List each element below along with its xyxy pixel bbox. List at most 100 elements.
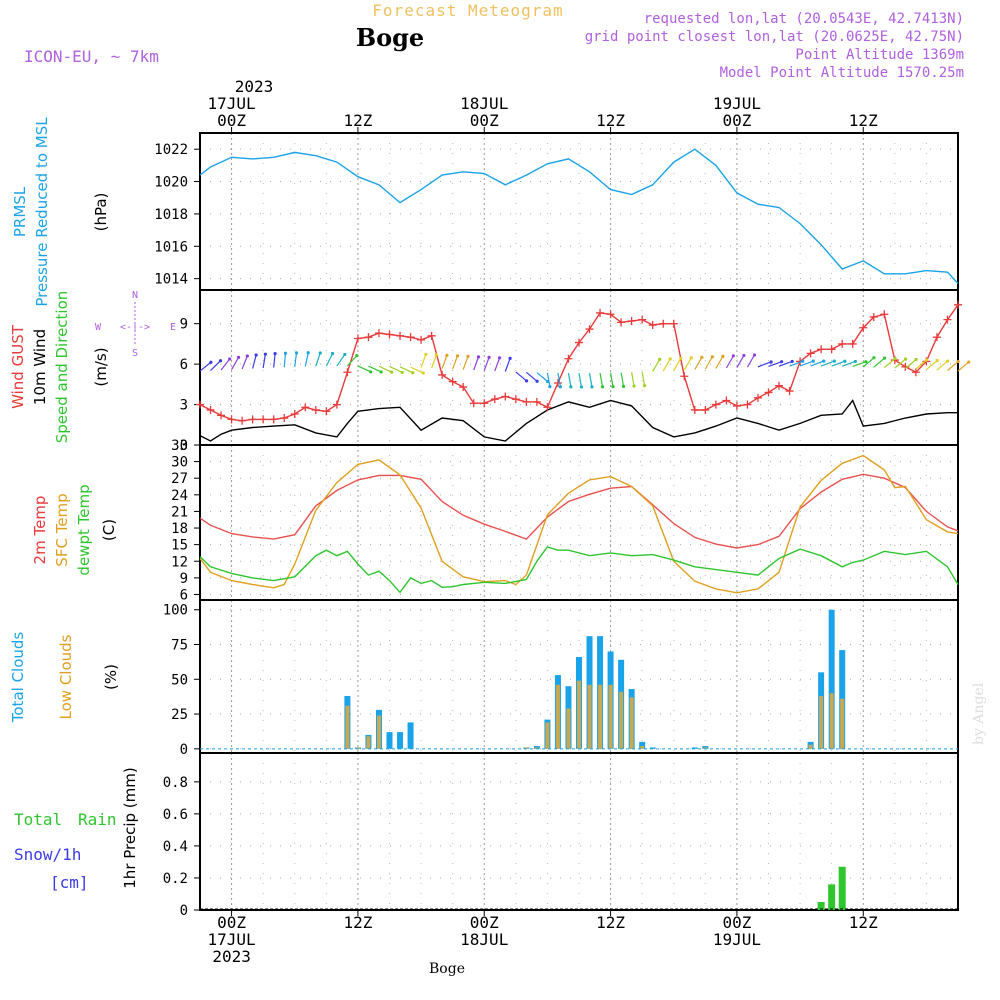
gust-point [859, 323, 868, 332]
gust-point [701, 405, 710, 414]
wind-arrow-head [497, 356, 502, 360]
wind-tick-label: 0 [180, 438, 188, 454]
grid-lines [200, 133, 958, 911]
low-cloud-bar [376, 715, 381, 749]
wind-label-gust: Wind GUST [9, 324, 27, 409]
dewpt-line [199, 546, 959, 594]
top-time-label: 00Z [722, 111, 751, 130]
gust-point [606, 310, 615, 319]
gust-point [396, 331, 405, 340]
compass-n: N [132, 290, 138, 301]
wind-arrow [947, 361, 959, 372]
gust-point [585, 325, 594, 334]
wind-arrow [578, 373, 583, 388]
low-cloud-bar [345, 705, 350, 749]
wind-arrow-head [956, 359, 960, 364]
wind-arrow [420, 354, 427, 368]
wind-arrow [336, 354, 346, 367]
gust-point [838, 339, 847, 348]
gust-point [827, 345, 836, 354]
precip-tick-label: 0.2 [163, 871, 188, 887]
chart-title: Forecast Meteogram [372, 1, 563, 20]
gust-point [711, 400, 720, 409]
bottom-time-label: 2023 [212, 947, 251, 966]
wind-tick-label: 9 [180, 317, 188, 333]
pressure-tick-label: 1014 [154, 272, 188, 288]
wind-arrow [599, 372, 604, 387]
wind-frame [199, 289, 959, 446]
wind-arrow-head [421, 371, 425, 375]
wind-arrow [283, 353, 287, 368]
wind-arrow [452, 355, 459, 370]
model-altitude: Model Point Altitude 1570.25m [720, 65, 964, 81]
wind-arrow-head [273, 352, 277, 356]
wind-arrow-head [742, 353, 746, 358]
wind-arrow-head [228, 357, 232, 361]
compass-s: S [132, 348, 138, 359]
precip-label-snow: Snow/1h [14, 845, 81, 864]
wind-arrow [315, 352, 321, 367]
wind-arrow-head [801, 359, 805, 363]
wind-arrow [936, 360, 949, 371]
wind-arrow-head [294, 351, 299, 355]
pressure-unit: (hPa) [92, 193, 110, 232]
wind-arrow [546, 372, 551, 387]
wind-arrow [673, 358, 682, 371]
wind-arrow [915, 359, 927, 370]
wind-arrow [641, 371, 646, 386]
wind-arrow [683, 357, 692, 371]
gust-point [532, 397, 541, 406]
wind-label-dir: Speed and Direction [53, 291, 71, 444]
gust-point [764, 388, 773, 397]
wind-arrow [620, 372, 625, 387]
low-cloud-bar [840, 698, 845, 749]
requested-coords: requested lon,lat (20.0543E, 42.7413N) [644, 11, 964, 27]
wind-arrow-head [455, 354, 460, 358]
wind-side-labels: Wind GUST 10m Wind Speed and Direction (… [9, 290, 176, 443]
gust-point [364, 333, 373, 342]
wind-arrow-head [306, 351, 310, 355]
rain-bar [828, 884, 836, 910]
temp-tick-label: 21 [171, 504, 188, 520]
wind-arrow-head [369, 370, 373, 374]
temp-side-labels: 2m Temp SFC Temp dewpt Temp (C) [31, 484, 118, 575]
top-time-label: 18JUL [460, 94, 508, 113]
gust-point [575, 338, 583, 347]
wind-arrow-head [642, 384, 647, 388]
wind-arrow [368, 365, 382, 373]
wind-arrow [473, 356, 480, 371]
wind-label-10m: 10m Wind [31, 329, 49, 405]
wind-arrow-head [579, 385, 584, 389]
wind-arrow-head [245, 354, 249, 358]
wind-arrow [504, 358, 511, 372]
data-marks [196, 148, 971, 910]
point-altitude: Point Altitude 1369m [795, 47, 964, 63]
temp-tick-label: 12 [171, 554, 188, 570]
temp-tick-label: 18 [171, 521, 188, 537]
clouds-tick-label: 25 [171, 707, 188, 723]
bottom-time-label: 00Z [217, 913, 246, 932]
wind-arrow-head [343, 352, 347, 357]
wind-arrow-head [668, 357, 672, 361]
wind-arrow [662, 358, 671, 372]
wind-arrow-head [524, 379, 529, 383]
temp-tick-label: 9 [180, 571, 188, 587]
wind-arrow-head [600, 385, 605, 389]
wind-arrow [357, 365, 371, 373]
wind-arrow-head [434, 353, 438, 357]
total-cloud-bar [639, 741, 646, 749]
gust-point [648, 321, 657, 330]
bottom-time-label: 00Z [722, 913, 751, 932]
wind-arrow [715, 356, 724, 369]
model-label: ICON-EU, ~ 7km [24, 47, 159, 66]
gridpoint-coords: grid point closest lon,lat (20.0625E, 42… [585, 29, 964, 45]
gust-point [722, 396, 731, 405]
wind-arrow [410, 366, 424, 374]
low-cloud-bar [355, 747, 360, 749]
gust-point [817, 345, 826, 354]
wind-arrow [652, 359, 661, 372]
wind-arrow-head [853, 359, 857, 364]
clouds-tick-label: 0 [180, 742, 188, 758]
gust-point [290, 410, 299, 418]
wind10-line [199, 399, 958, 442]
